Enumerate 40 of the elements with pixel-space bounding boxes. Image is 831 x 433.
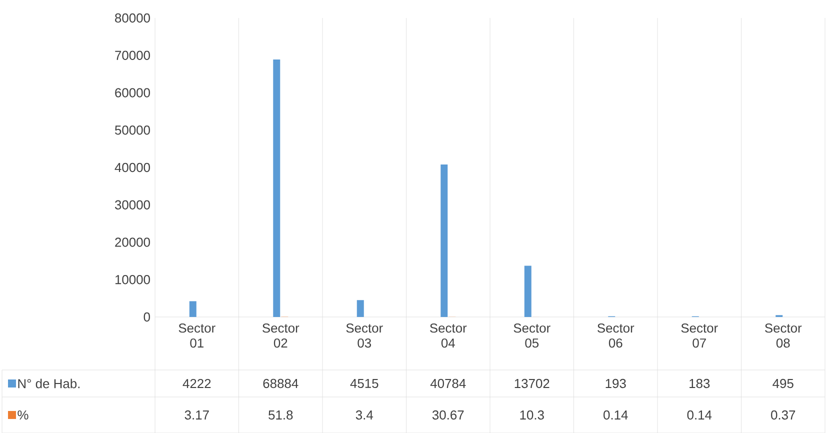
data-label: 10.3 — [520, 410, 544, 420]
x-tick-label: Sector 01 — [178, 323, 216, 348]
legend-label: N° de Hab. — [18, 378, 80, 388]
data-label: 30.67 — [432, 410, 464, 420]
x-tick-label: Sector 07 — [681, 323, 718, 348]
data-label: 183 — [690, 378, 710, 388]
bar — [524, 266, 532, 317]
y-tick-label: 40000 — [114, 162, 150, 172]
y-tick-label: 70000 — [115, 50, 150, 60]
x-tick-label: Sector 05 — [514, 323, 550, 348]
bar — [440, 164, 448, 317]
y-tick-label: 10000 — [115, 275, 150, 284]
data-label: 13702 — [514, 378, 550, 388]
x-tick-label: Sector 02 — [262, 323, 300, 348]
data-label: 495 — [772, 378, 794, 388]
x-tick-label: Sector 06 — [598, 323, 634, 348]
data-label: 3.17 — [184, 410, 209, 420]
legend-label: % — [18, 410, 28, 420]
y-tick-label: 60000 — [115, 88, 150, 98]
x-tick-label: Sector 03 — [346, 323, 383, 348]
y-tick-label: 0 — [144, 312, 150, 322]
y-tick-label: 30000 — [114, 200, 150, 210]
y-tick-label: 50000 — [114, 126, 150, 135]
data-label: 193 — [606, 378, 626, 388]
data-label: 0.14 — [687, 410, 712, 420]
data-label: 4515 — [350, 378, 378, 388]
data-label: 3.4 — [356, 410, 374, 420]
data-label: 40784 — [430, 378, 466, 388]
bar — [189, 301, 196, 317]
x-tick-label: Sector 08 — [765, 323, 802, 348]
data-label: 68884 — [263, 378, 298, 388]
y-tick-label: 20000 — [115, 238, 150, 247]
x-tick-label: Sector 04 — [430, 323, 467, 348]
data-label: 4222 — [182, 378, 211, 388]
y-tick-label: 80000 — [115, 13, 150, 23]
bar — [273, 60, 280, 317]
data-label: 0.14 — [604, 410, 628, 420]
data-label: 0.37 — [771, 410, 796, 420]
bar — [356, 300, 364, 317]
data-label: 51.8 — [268, 410, 293, 420]
